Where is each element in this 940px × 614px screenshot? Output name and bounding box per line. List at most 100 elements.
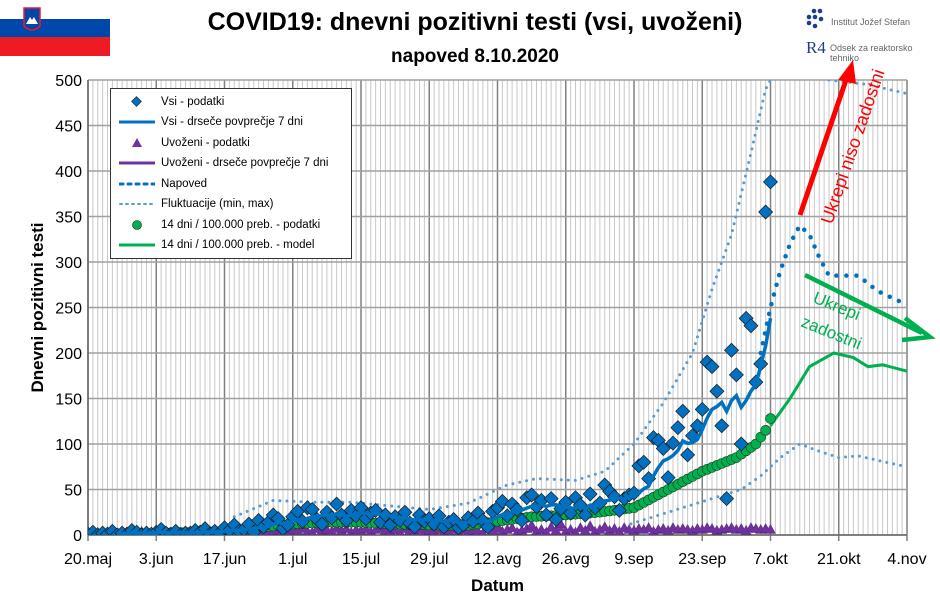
- vsi-point: [314, 516, 330, 532]
- x-tick-label: 20.maj: [64, 551, 112, 568]
- line-swatch-icon: [119, 120, 155, 124]
- vsi-point: [660, 470, 676, 486]
- legend-label: Fluktuacije (min, max): [161, 198, 274, 210]
- fluct-min-line: [622, 442, 907, 528]
- x-tick-label: 17.jun: [203, 551, 247, 568]
- line-swatch-icon: [119, 243, 155, 247]
- chart-title: COVID19: dnevni pozitivni testi (vsi, uv…: [207, 8, 743, 36]
- vsi-point: [758, 204, 774, 220]
- y-tick-label: 150: [55, 392, 82, 409]
- legend-item-uvozeni-avg: Uvoženi - drseče povprečje 7 dni: [119, 154, 328, 172]
- y-tick-label: 300: [55, 255, 82, 272]
- x-tick-label: 15.jul: [342, 551, 380, 568]
- y-tick-label: 500: [55, 73, 82, 90]
- chart-subtitle: napoved 8.10.2020: [391, 46, 559, 67]
- p14-point: [760, 425, 771, 436]
- green-arrowhead-icon: [901, 316, 936, 343]
- vsi-point: [724, 342, 739, 358]
- legend-label: Vsi - podatki: [161, 96, 225, 108]
- y-tick-label: 350: [55, 210, 82, 227]
- vsi-point: [728, 367, 744, 383]
- vsi-point: [577, 507, 593, 523]
- legend-label: Vsi - drseče povprečje 7 dni: [161, 116, 303, 128]
- red-arrow-shaft: [797, 79, 849, 216]
- vsi-point: [329, 496, 345, 512]
- x-tick-label: 26.avg: [542, 551, 590, 568]
- x-tick-label: 7.okt: [753, 551, 788, 568]
- vsi-point: [733, 436, 749, 452]
- y-tick-label: 50: [64, 483, 82, 500]
- vsi-avg-line: [117, 317, 773, 535]
- y-tick-label: 100: [55, 437, 82, 454]
- x-tick-label: 4.nov: [887, 551, 926, 568]
- x-tick-label: 9.sep: [614, 551, 653, 568]
- x-tick-label: 29.jul: [410, 551, 448, 568]
- vsi-point: [704, 359, 720, 375]
- y-tick-label: 400: [55, 164, 82, 181]
- diamond-marker-icon: [131, 96, 142, 107]
- legend-item-p14: 14 dni / 100.000 preb. - podatki: [119, 216, 320, 234]
- vsi-point: [709, 383, 725, 399]
- legend-item-vsi: Vsi - podatki: [119, 93, 224, 111]
- legend-label: 14 dni / 100.000 preb. - podatki: [161, 219, 321, 231]
- legend-label: 14 dni / 100.000 preb. - model: [161, 239, 315, 251]
- vsi-point: [694, 401, 710, 417]
- vsi-point: [763, 174, 778, 190]
- legend-item-napoved: Napoved: [119, 175, 207, 193]
- fluct-max-line: [827, 80, 907, 96]
- y-axis-title: Dnevni pozitivni testi: [28, 222, 47, 392]
- y-tick-label: 0: [73, 528, 82, 545]
- legend-label: Napoved: [161, 178, 208, 190]
- legend-item-p14-model: 14 dni / 100.000 preb. - model: [119, 236, 314, 254]
- vsi-point: [480, 519, 496, 535]
- ijs-logo-text: Institut Jožef Stefan: [831, 17, 911, 27]
- vsi-point: [655, 441, 671, 457]
- fluct-max-line: [232, 80, 772, 519]
- vsi-point: [665, 435, 681, 451]
- legend-item-fluktuacije: Fluktuacije (min, max): [119, 195, 273, 213]
- vsi-point: [582, 486, 598, 502]
- y-tick-label: 200: [55, 346, 82, 363]
- legend-label: Uvoženi - podatki: [161, 137, 250, 149]
- vsi-point: [514, 512, 530, 528]
- x-tick-label: 12.avg: [473, 551, 521, 568]
- x-tick-label: 3.jun: [139, 551, 174, 568]
- p14-model-line: [769, 351, 907, 427]
- r4-logo-text: Odsek za reaktorsko tehniko: [830, 43, 913, 63]
- vsi-point: [611, 502, 627, 518]
- x-tick-label: 23.sep: [678, 551, 726, 568]
- line-swatch-icon: [119, 161, 155, 165]
- napoved-line: [758, 221, 907, 356]
- ijs-logo-icon: [806, 8, 824, 29]
- green-arrow-shaft: [804, 272, 923, 336]
- series-group: [88, 80, 907, 535]
- legend: Vsi - podatki Vsi - drseče povprečje 7 d…: [110, 88, 352, 259]
- y-tick-label: 450: [55, 119, 82, 136]
- x-tick-label: 21.okt: [817, 551, 861, 568]
- vsi-point: [675, 403, 691, 419]
- legend-item-vsi-avg: Vsi - drseče povprečje 7 dni: [119, 113, 303, 131]
- r4-logo-mark: R4: [806, 38, 826, 57]
- x-tick-label: 1.jul: [278, 551, 307, 568]
- dotted-line-swatch-icon: [119, 182, 155, 186]
- vsi-point: [719, 491, 735, 507]
- legend-label: Uvoženi - drseče povprečje 7 dni: [161, 157, 329, 169]
- vsi-point: [714, 418, 730, 434]
- x-axis-title: Datum: [471, 576, 524, 595]
- vsi-point: [524, 487, 540, 503]
- legend-item-uvozeni: Uvoženi - podatki: [119, 134, 250, 152]
- p14-point: [765, 413, 776, 424]
- circle-marker-icon: [132, 220, 142, 230]
- y-tick-label: 250: [55, 301, 82, 318]
- vsi-point: [548, 512, 564, 528]
- red-arrowhead-icon: [838, 60, 856, 84]
- vsi-point: [670, 420, 686, 436]
- vsi-point: [743, 318, 759, 334]
- vsi-point: [636, 454, 652, 470]
- vsi-point: [407, 519, 423, 535]
- dotted-line-swatch-icon: [119, 203, 155, 205]
- triangle-marker-icon: [132, 138, 142, 147]
- flag-slovenia: [0, 0, 110, 56]
